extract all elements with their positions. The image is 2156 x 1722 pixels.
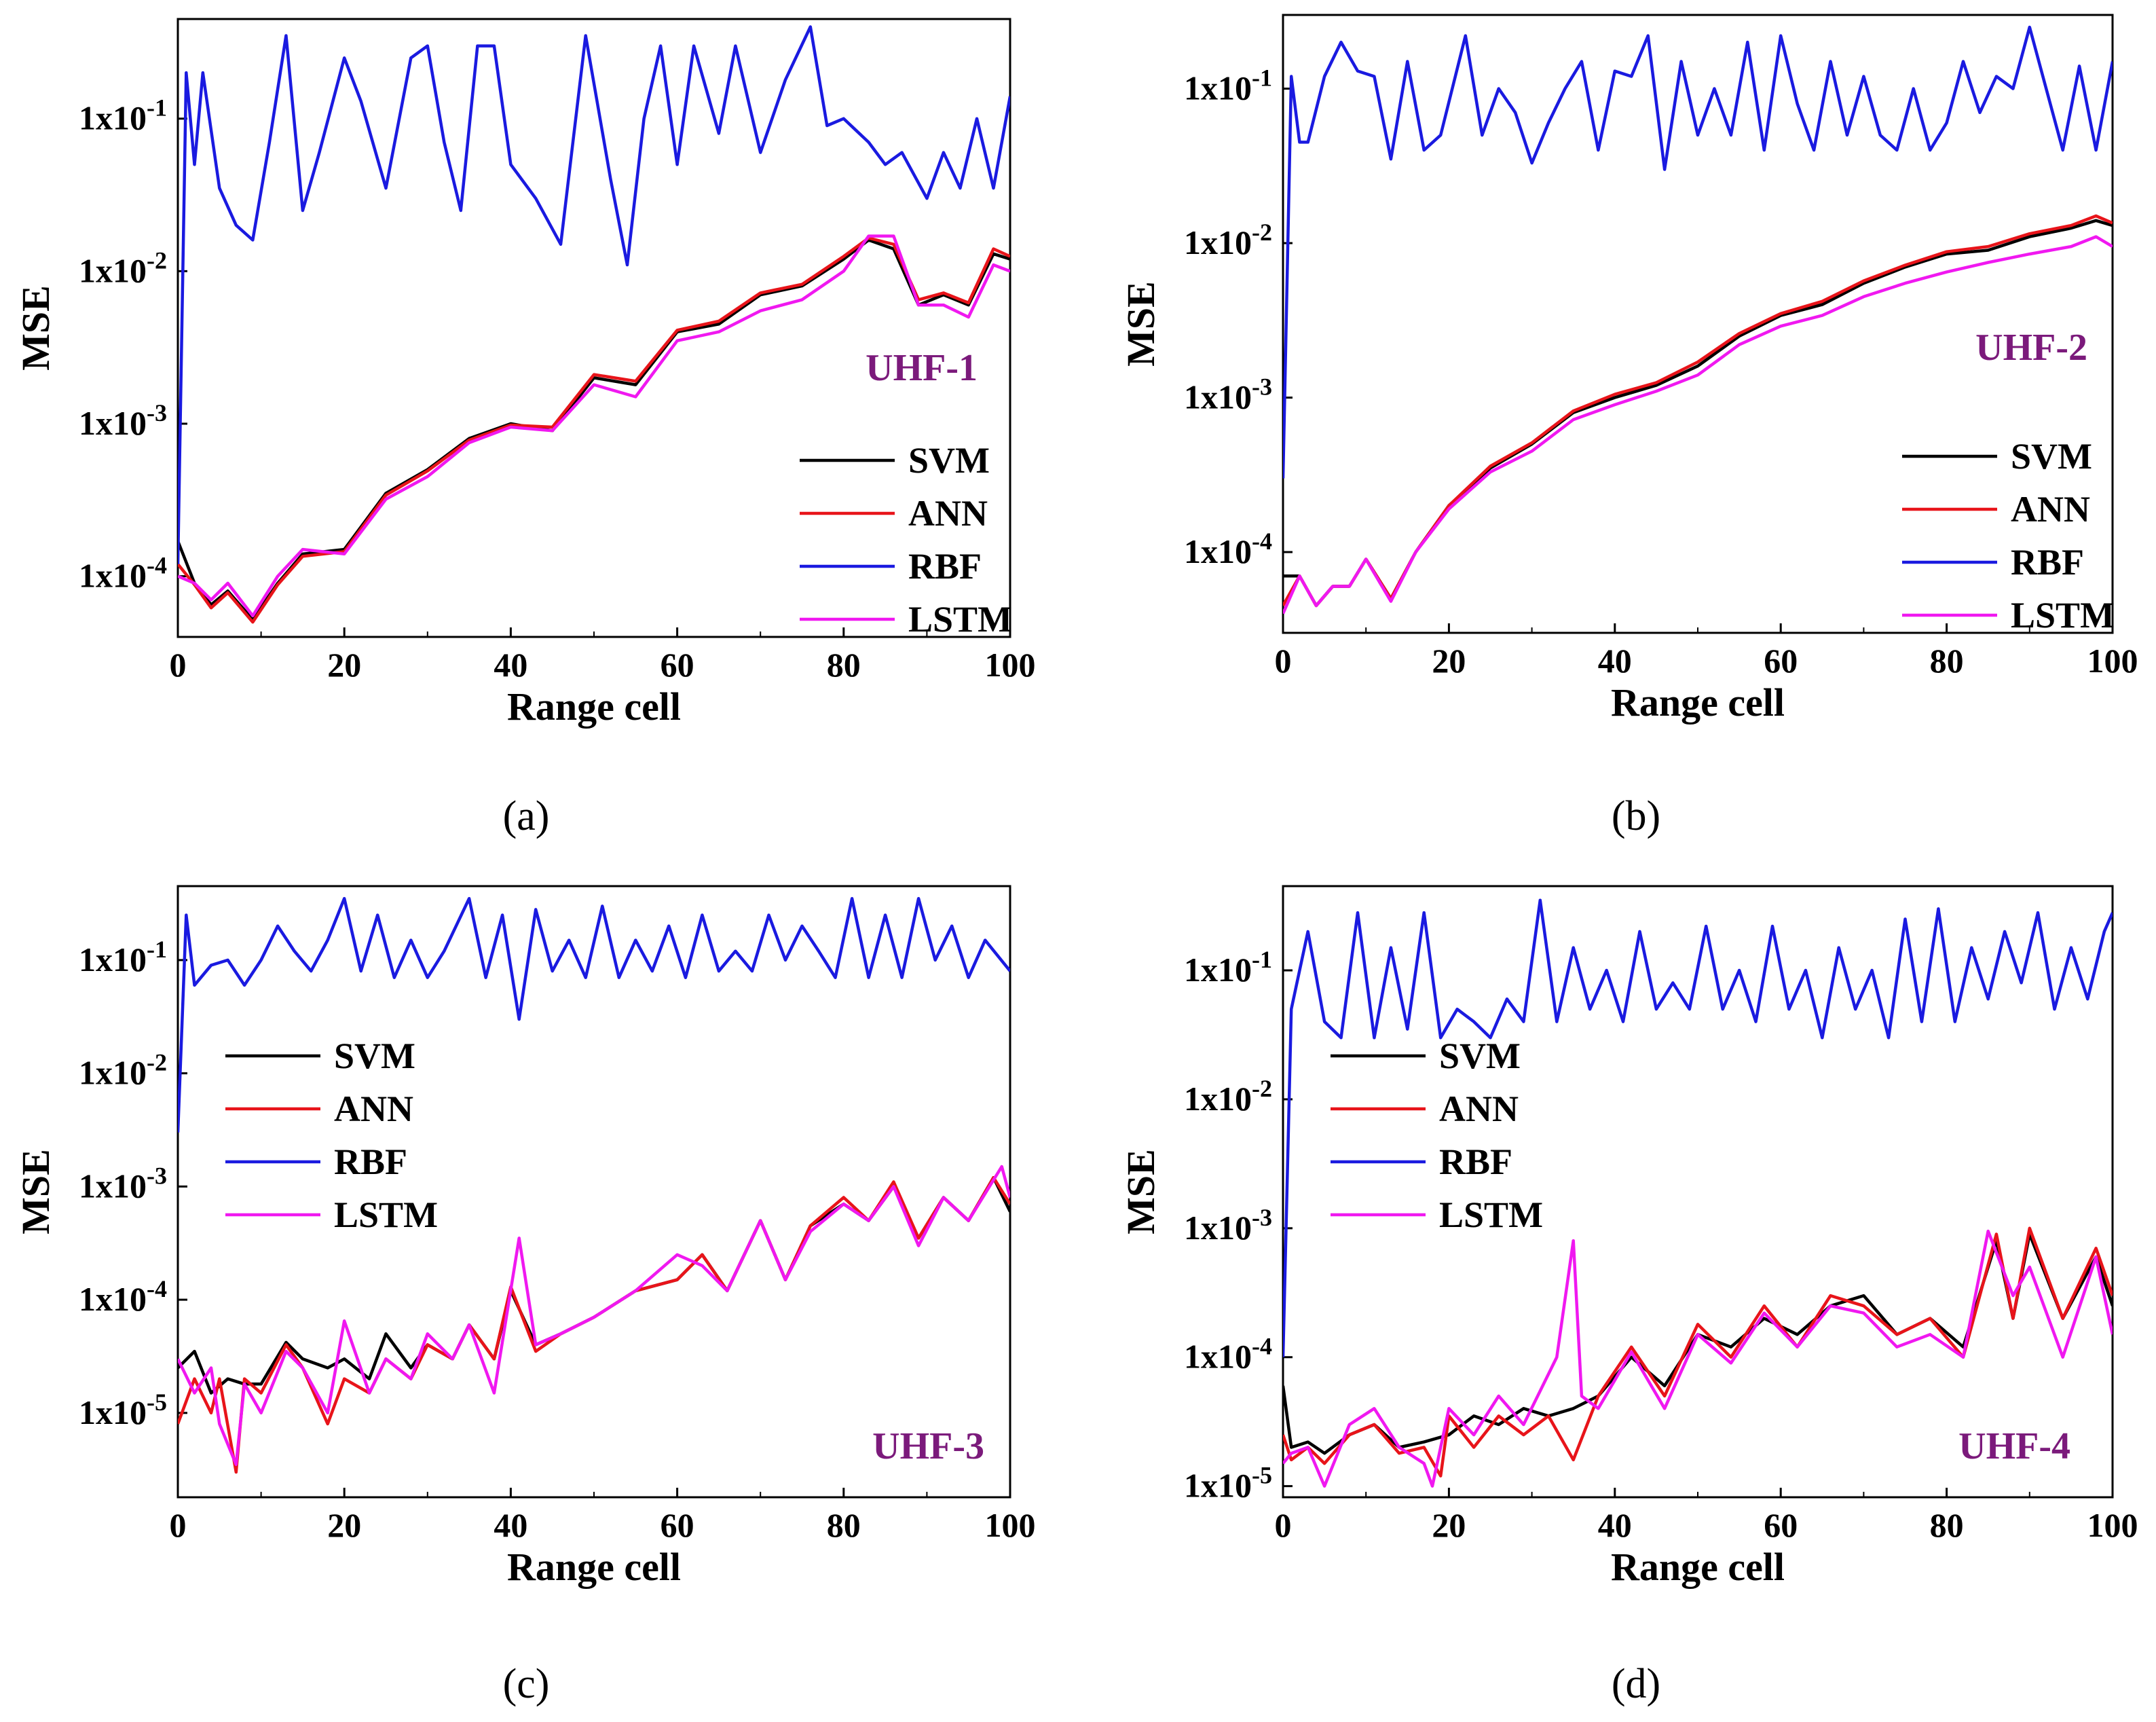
legend-label-lstm: LSTM bbox=[334, 1194, 438, 1235]
y-tick-label: 1x10-3 bbox=[1184, 1204, 1272, 1247]
legend: SVM ANN RBF LSTM bbox=[1331, 1036, 1543, 1235]
y-tick-label: 1x10-4 bbox=[79, 552, 167, 595]
panel-c: 0 20 40 60 80 100 1x10-5 1x10-4 1x10-3 1x10-2 1x10… bbox=[14, 885, 1036, 1707]
x-tick-label: 40 bbox=[1598, 642, 1632, 680]
y-tick-label: 1x10-1 bbox=[79, 94, 167, 137]
y-tick-label: 1x10-5 bbox=[79, 1389, 167, 1431]
x-axis-title: Range cell bbox=[507, 684, 681, 729]
panel-b: 0 20 40 60 80 100 1x10-4 1x10-3 1x10-2 1x10-1 Rang… bbox=[1119, 14, 2138, 839]
panel-caption: (b) bbox=[1612, 793, 1660, 839]
legend-label-ann: ANN bbox=[334, 1088, 413, 1129]
x-tick-label: 60 bbox=[661, 646, 694, 684]
y-axis-title: MSE bbox=[1119, 281, 1163, 367]
x-tick-label: 0 bbox=[170, 646, 187, 684]
x-tick-label: 100 bbox=[985, 646, 1036, 684]
series-group bbox=[1283, 898, 2113, 1488]
panel-tag: UHF-2 bbox=[1975, 327, 2087, 369]
legend-label-svm: SVM bbox=[2011, 436, 2092, 477]
legend: SVM ANN RBF LSTM bbox=[800, 440, 1012, 640]
panel-tag: UHF-4 bbox=[1958, 1425, 2070, 1467]
y-tick-label: 1x10-4 bbox=[1184, 1333, 1272, 1376]
x-tick-label: 20 bbox=[327, 1506, 361, 1544]
y-tick-label: 1x10-2 bbox=[79, 246, 167, 289]
x-tick-label: 60 bbox=[661, 1506, 694, 1544]
y-tick-label: 1x10-3 bbox=[79, 1162, 167, 1205]
series-line-ann bbox=[1283, 1226, 2113, 1478]
legend-label-ann: ANN bbox=[1439, 1088, 1519, 1129]
y-axis-title: MSE bbox=[1119, 1149, 1163, 1234]
x-tick-label: 40 bbox=[494, 1506, 527, 1544]
x-tick-label: 60 bbox=[1764, 642, 1798, 680]
series-group bbox=[1283, 25, 2113, 615]
y-tick-label: 1x10-1 bbox=[1184, 946, 1272, 989]
x-axis-title: Range cell bbox=[1611, 680, 1785, 725]
series-line-lstm bbox=[178, 234, 1010, 618]
x-tick-label: 20 bbox=[327, 646, 361, 684]
series-line-lstm bbox=[1283, 1229, 2113, 1488]
y-tick-label: 1x10-2 bbox=[1184, 219, 1272, 261]
series-line-lstm bbox=[1283, 235, 2113, 615]
series-group bbox=[178, 25, 1010, 624]
legend-label-rbf: RBF bbox=[1439, 1141, 1512, 1182]
x-tick-label: 20 bbox=[1432, 1506, 1466, 1544]
y-tick-label: 1x10-5 bbox=[1184, 1462, 1272, 1505]
x-tick-label: 20 bbox=[1432, 642, 1466, 680]
panel-caption: (a) bbox=[503, 793, 550, 839]
legend-label-ann: ANN bbox=[2011, 489, 2090, 530]
x-tick-label: 0 bbox=[170, 1506, 187, 1544]
y-tick-label: 1x10-2 bbox=[1184, 1075, 1272, 1118]
x-axis-title: Range cell bbox=[1611, 1545, 1785, 1589]
x-tick-label: 40 bbox=[1598, 1506, 1632, 1544]
x-tick-label: 80 bbox=[827, 1506, 861, 1544]
legend-label-rbf: RBF bbox=[2011, 542, 2084, 583]
series-group bbox=[178, 896, 1010, 1474]
x-tick-label: 0 bbox=[1275, 642, 1292, 680]
panel-a: 0 20 40 60 80 100 1x10-4 1x10-3 1x10-2 1x10-1 Rang… bbox=[14, 18, 1036, 839]
legend-label-rbf: RBF bbox=[908, 546, 982, 587]
y-tick-label: 1x10-4 bbox=[79, 1275, 167, 1318]
legend-label-svm: SVM bbox=[908, 440, 990, 481]
x-tick-label: 80 bbox=[827, 646, 861, 684]
x-tick-label: 80 bbox=[1930, 1506, 1964, 1544]
x-tick-label: 40 bbox=[494, 646, 527, 684]
x-axis-title: Range cell bbox=[507, 1545, 681, 1589]
panel-caption: (d) bbox=[1612, 1661, 1660, 1707]
y-tick-label: 1x10-2 bbox=[79, 1049, 167, 1092]
y-tick-label: 1x10-1 bbox=[79, 936, 167, 978]
legend-label-rbf: RBF bbox=[334, 1141, 407, 1182]
panel-d: 0 20 40 60 80 100 1x10-5 1x10-4 1x10-3 1x10-2 1x10… bbox=[1119, 885, 2138, 1707]
y-axis-title: MSE bbox=[14, 1149, 58, 1234]
series-line-rbf bbox=[178, 25, 1010, 564]
legend: SVM ANN RBF LSTM bbox=[225, 1036, 438, 1235]
x-tick-label: 100 bbox=[2087, 1506, 2138, 1544]
panel-tag: UHF-3 bbox=[872, 1425, 984, 1467]
legend-label-lstm: LSTM bbox=[908, 599, 1012, 640]
x-tick-label: 100 bbox=[2087, 642, 2138, 680]
y-tick-label: 1x10-1 bbox=[1184, 65, 1272, 107]
legend: SVM ANN RBF LSTM bbox=[1902, 436, 2115, 636]
y-tick-label: 1x10-4 bbox=[1184, 528, 1272, 570]
x-tick-label: 0 bbox=[1275, 1506, 1292, 1544]
y-tick-label: 1x10-3 bbox=[1184, 373, 1272, 416]
y-tick-label: 1x10-3 bbox=[79, 399, 167, 442]
x-tick-label: 80 bbox=[1930, 642, 1964, 680]
legend-label-lstm: LSTM bbox=[2011, 595, 2115, 636]
series-line-rbf bbox=[178, 896, 1010, 1133]
series-line-rbf bbox=[1283, 25, 2113, 479]
y-axis-title: MSE bbox=[14, 285, 58, 371]
legend-label-svm: SVM bbox=[1439, 1036, 1521, 1076]
panel-tag: UHF-1 bbox=[866, 347, 978, 389]
legend-label-svm: SVM bbox=[334, 1036, 415, 1076]
x-tick-label: 100 bbox=[985, 1506, 1036, 1544]
series-line-rbf bbox=[1283, 898, 2113, 1357]
x-tick-label: 60 bbox=[1764, 1506, 1798, 1544]
legend-label-ann: ANN bbox=[908, 493, 988, 534]
legend-label-lstm: LSTM bbox=[1439, 1194, 1543, 1235]
series-line-lstm bbox=[178, 1165, 1010, 1467]
panel-caption: (c) bbox=[503, 1661, 550, 1707]
